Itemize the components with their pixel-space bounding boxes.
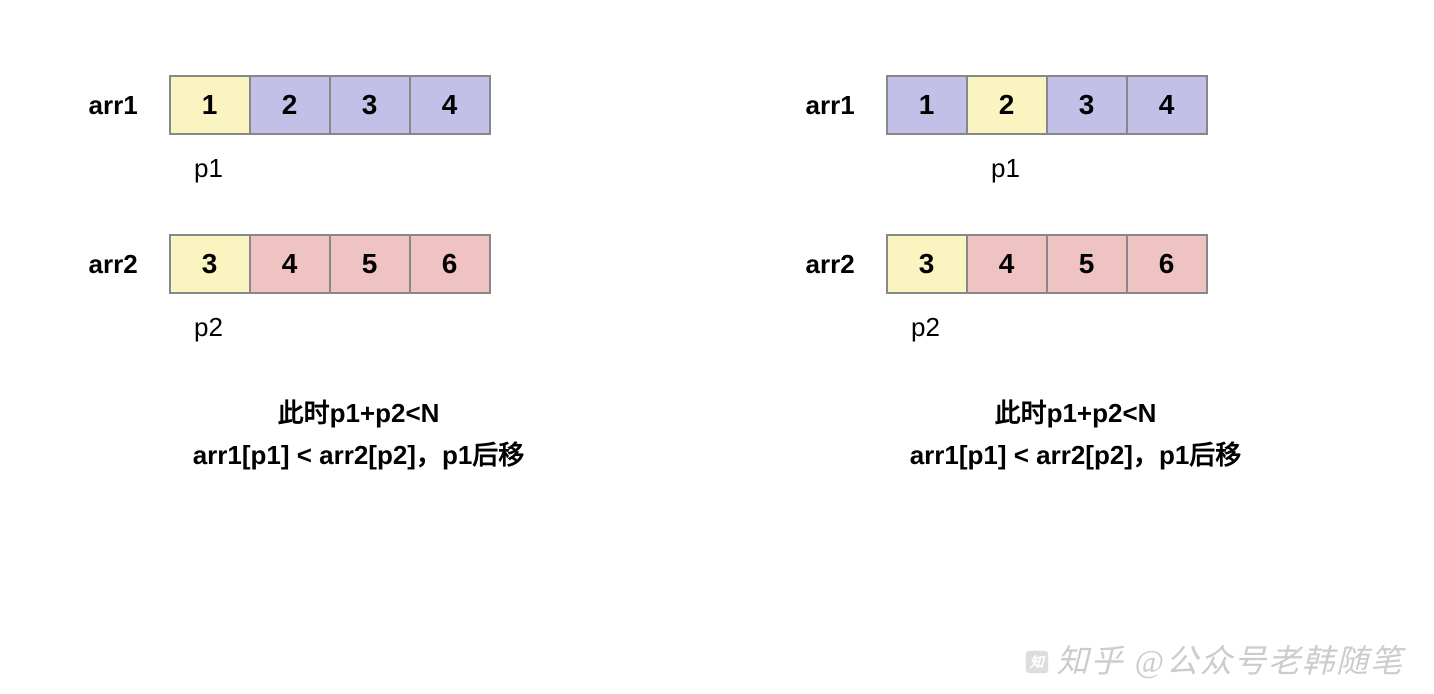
arr2-label: arr2 <box>776 249 886 280</box>
arr2-cell: 5 <box>329 234 411 294</box>
svg-text:知: 知 <box>1028 654 1045 671</box>
panel-caption: 此时p1+p2<N arr1[p1] < arr2[p2]，p1后移 <box>776 393 1376 476</box>
p1-pointer: p1 <box>169 153 249 184</box>
arr1-pointer-row: p1 <box>776 153 1376 184</box>
arr1-label: arr1 <box>59 90 169 121</box>
arr2-row: arr2 3 4 5 6 <box>776 234 1376 294</box>
arr2-cell: 4 <box>249 234 331 294</box>
p1-pointer: p1 <box>966 153 1046 184</box>
arr2-cell: 6 <box>1126 234 1208 294</box>
arr2-row: arr2 3 4 5 6 <box>59 234 659 294</box>
arr1-row: arr1 1 2 3 4 <box>59 75 659 135</box>
panel-caption: 此时p1+p2<N arr1[p1] < arr2[p2]，p1后移 <box>59 393 659 476</box>
diagram-container: arr1 1 2 3 4 p1 arr2 3 4 5 6 <box>0 0 1434 476</box>
panel-left: arr1 1 2 3 4 p1 arr2 3 4 5 6 <box>59 75 659 476</box>
arr2-cell: 3 <box>886 234 968 294</box>
arr1-cell: 2 <box>966 75 1048 135</box>
arr1-cell: 1 <box>886 75 968 135</box>
arr1-cell: 4 <box>409 75 491 135</box>
caption-line2: arr1[p1] < arr2[p2]，p1后移 <box>776 435 1376 477</box>
arr2-pointer-row: p2 <box>776 312 1376 343</box>
arr2-cells: 3 4 5 6 <box>169 234 491 294</box>
arr2-cell: 6 <box>409 234 491 294</box>
arr1-cells: 1 2 3 4 <box>886 75 1208 135</box>
watermark-text: 知乎 @公众号老韩随笔 <box>1057 643 1404 679</box>
arr1-pointer-row: p1 <box>59 153 659 184</box>
arr2-cell: 3 <box>169 234 251 294</box>
caption-line1: 此时p1+p2<N <box>776 393 1376 435</box>
arr1-cell: 2 <box>249 75 331 135</box>
arr2-label: arr2 <box>59 249 169 280</box>
arr1-cells: 1 2 3 4 <box>169 75 491 135</box>
p2-pointer: p2 <box>886 312 966 343</box>
p2-pointer: p2 <box>169 312 249 343</box>
arr1-row: arr1 1 2 3 4 <box>776 75 1376 135</box>
caption-line1: 此时p1+p2<N <box>59 393 659 435</box>
zhihu-icon: 知 <box>1023 648 1051 676</box>
arr2-cells: 3 4 5 6 <box>886 234 1208 294</box>
arr1-cell: 1 <box>169 75 251 135</box>
arr2-cell: 4 <box>966 234 1048 294</box>
arr1-cell: 4 <box>1126 75 1208 135</box>
arr1-cell: 3 <box>1046 75 1128 135</box>
arr1-label: arr1 <box>776 90 886 121</box>
panel-right: arr1 1 2 3 4 p1 arr2 3 4 5 6 <box>776 75 1376 476</box>
arr2-pointer-row: p2 <box>59 312 659 343</box>
caption-line2: arr1[p1] < arr2[p2]，p1后移 <box>59 435 659 477</box>
watermark: 知知乎 @公众号老韩随笔 <box>1023 636 1404 682</box>
arr2-cell: 5 <box>1046 234 1128 294</box>
arr1-cell: 3 <box>329 75 411 135</box>
